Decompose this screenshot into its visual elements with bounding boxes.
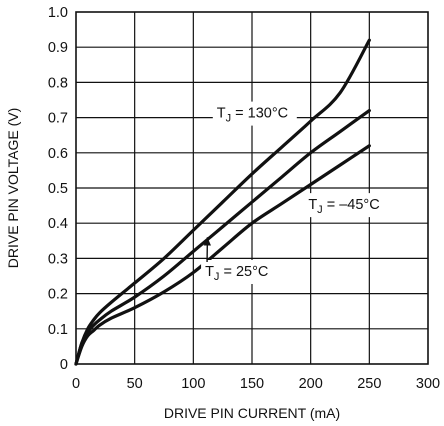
y-tick-label: 0.5 bbox=[48, 181, 68, 197]
grid-lines bbox=[76, 12, 428, 364]
annotation-backing bbox=[304, 193, 389, 218]
x-tick-label: 300 bbox=[416, 376, 440, 392]
plot-frame bbox=[75, 11, 429, 365]
y-tick-label: 0.7 bbox=[48, 111, 68, 127]
series-line-t-j-130-c bbox=[74, 38, 371, 366]
y-tick-labels: 0 0.1 0.2 0.3 0.4 0.5 0.6 0.7 0.8 0.9 1.0 bbox=[48, 5, 68, 373]
y-tick-label: 0.9 bbox=[48, 40, 68, 56]
y-tick-label: 0.4 bbox=[48, 216, 68, 232]
x-tick-label: 100 bbox=[181, 376, 205, 392]
x-axis-title: DRIVE PIN CURRENT (mA) bbox=[164, 405, 340, 421]
series-annotation-label: TJ = 25°C bbox=[205, 264, 268, 283]
annotation-backing bbox=[212, 101, 297, 126]
y-tick-label: 1.0 bbox=[48, 5, 68, 21]
y-tick-label: 0.6 bbox=[48, 146, 68, 162]
y-axis-title: DRIVE PIN VOLTAGE (V) bbox=[5, 108, 21, 269]
annotation-arrow-head bbox=[203, 237, 211, 246]
x-tick-label: 250 bbox=[357, 376, 381, 392]
series-curves bbox=[74, 38, 371, 366]
x-tick-label: 50 bbox=[127, 376, 143, 392]
series-line-t-j-25-c bbox=[74, 144, 371, 366]
series-annotation-label: TJ = –45°C bbox=[308, 197, 379, 216]
y-tick-label: 0.8 bbox=[48, 75, 68, 91]
series-annotations: TJ = 130°C TJ = –45°C TJ = 25°C bbox=[201, 101, 389, 284]
x-tick-label: 150 bbox=[240, 376, 264, 392]
x-tick-label: 0 bbox=[72, 376, 80, 392]
y-tick-label: 0 bbox=[60, 357, 68, 373]
y-tick-label: 0.1 bbox=[48, 322, 68, 338]
x-tick-label: 200 bbox=[299, 376, 323, 392]
annotation-backing bbox=[201, 260, 278, 284]
series-line-t-j-45-c bbox=[74, 108, 371, 366]
x-tick-labels: 0 50 100 150 200 250 300 bbox=[72, 376, 440, 392]
series-annotation-label: TJ = 130°C bbox=[217, 106, 288, 125]
y-tick-label: 0.2 bbox=[48, 287, 68, 303]
y-tick-label: 0.3 bbox=[48, 251, 68, 267]
